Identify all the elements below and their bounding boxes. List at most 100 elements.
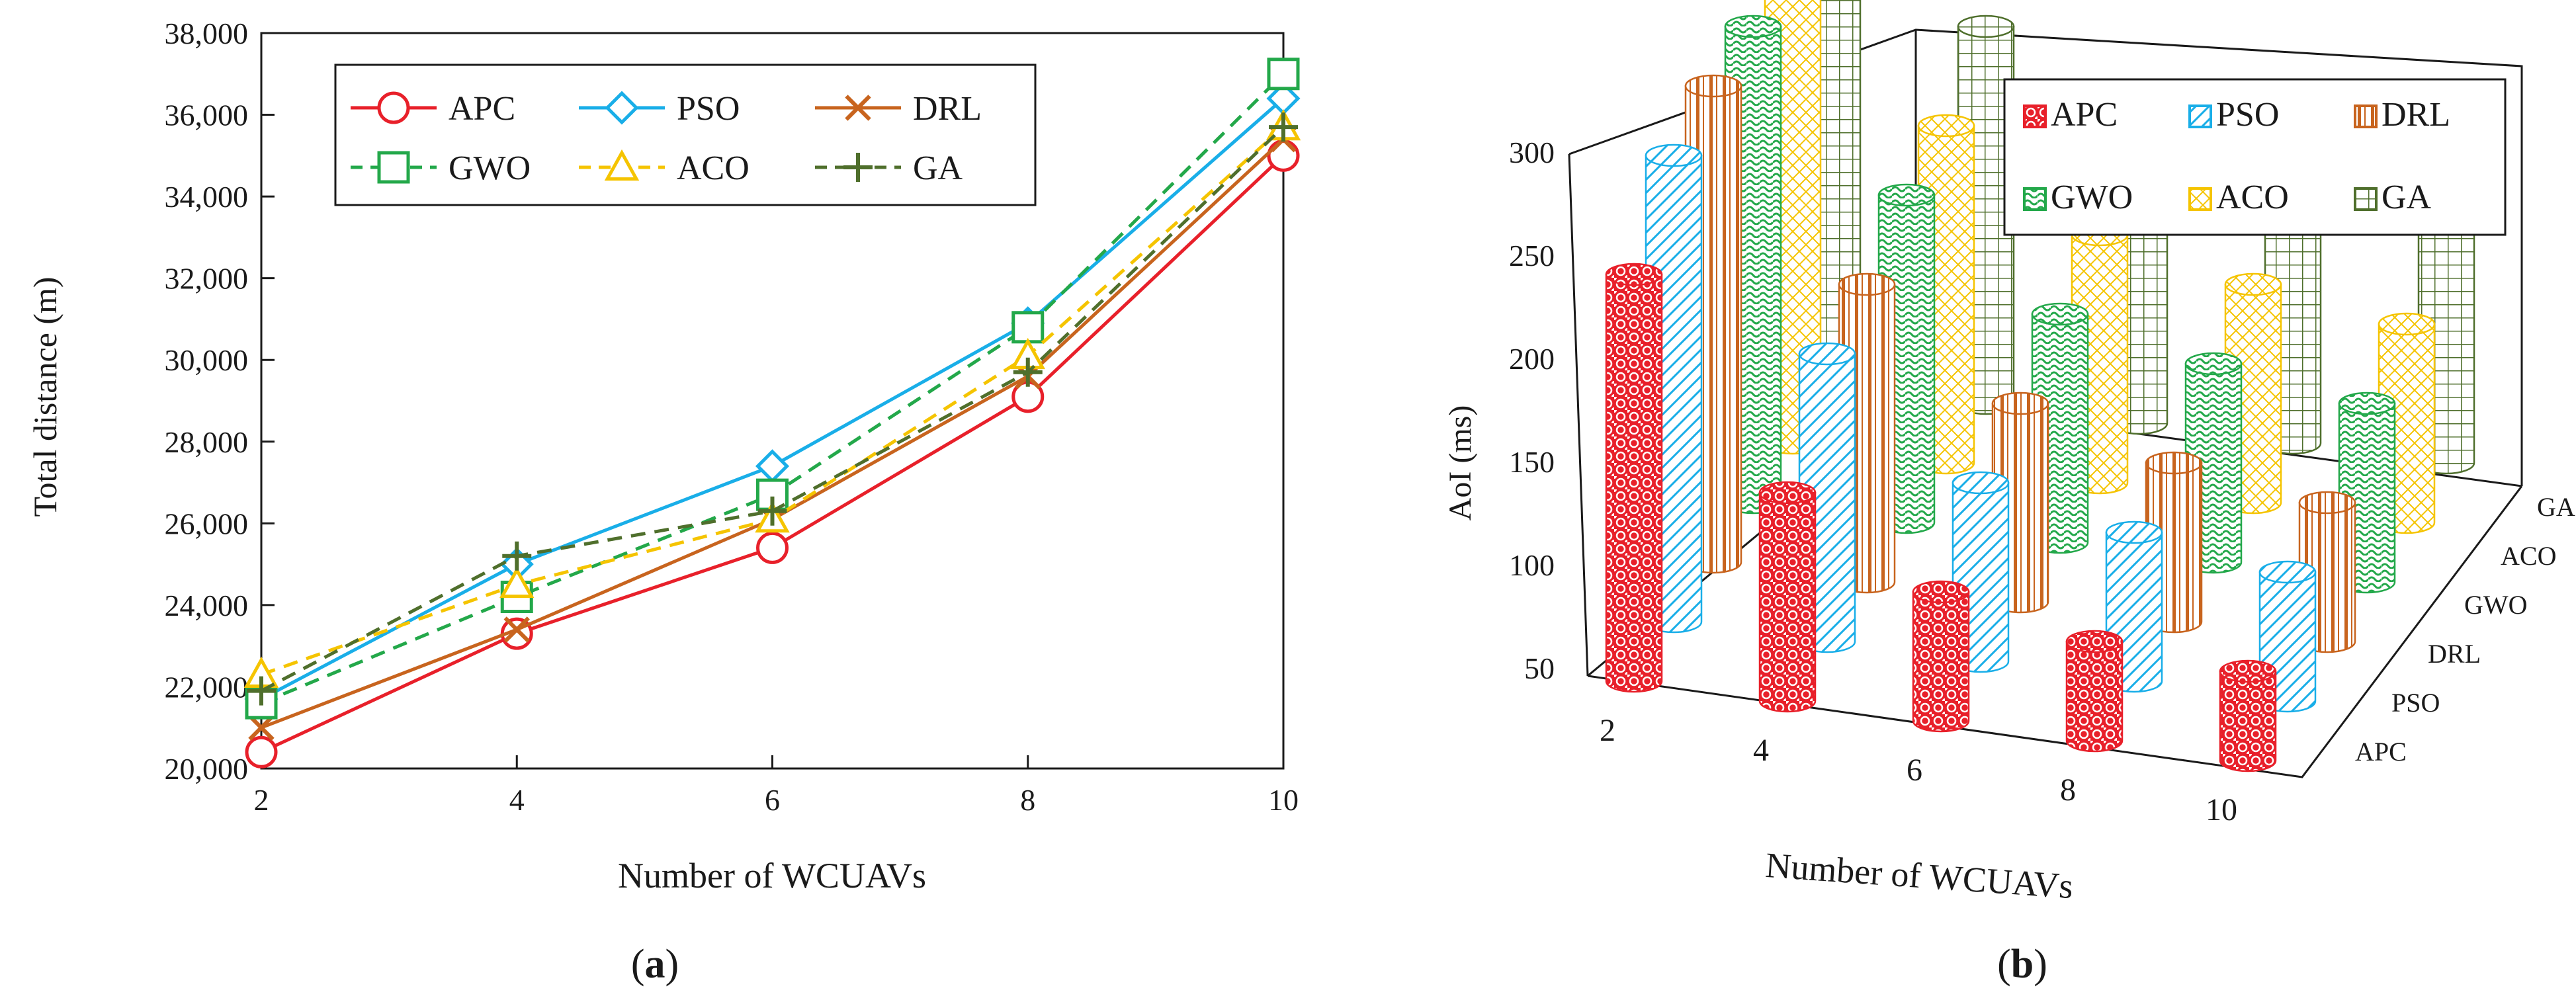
- data-point-drl: [248, 714, 275, 741]
- legend-swatch-marker: [377, 151, 410, 184]
- data-point-ga: [502, 541, 532, 571]
- x-axis-title: Number of WCUAVs: [618, 856, 926, 895]
- cylinder-chart-aoi: 50 100 150 200 250 300 2 4 6 8 10 APC PSO DRL GWO ACO…: [1443, 0, 2575, 987]
- x-tick-label: 2: [254, 783, 269, 817]
- cylinder-apc-6: [1912, 580, 1970, 733]
- data-point-gwo: [1011, 311, 1045, 344]
- legend-item-apc: APC: [351, 90, 515, 128]
- y-tick-label: 34,000: [165, 180, 249, 214]
- legend-item-drl: DRL: [2354, 96, 2450, 134]
- x-tick-label: 2: [1600, 713, 1615, 748]
- y-tick-label: 250: [1509, 239, 1555, 272]
- legend-item-aco: ACO: [2188, 179, 2289, 216]
- cylinder-top: [2105, 520, 2163, 544]
- legend-swatch: [2354, 187, 2378, 211]
- y-axis-title: Total distance (m): [26, 276, 64, 517]
- cylinder-top: [1798, 342, 1856, 366]
- legend-label: APC: [2051, 96, 2118, 134]
- cylinder-top: [2031, 302, 2089, 326]
- series-lines: [243, 58, 1301, 768]
- data-point-apc: [756, 531, 789, 564]
- cylinder-top: [2338, 392, 2396, 415]
- cylinder-body: [1758, 491, 1817, 713]
- y-tick-label: 36,000: [165, 99, 249, 132]
- cylinder-top: [1957, 15, 2015, 38]
- legend-box: [2003, 78, 2507, 236]
- depth-tick-label: ACO: [2501, 541, 2556, 571]
- depth-tick-label: PSO: [2391, 688, 2440, 718]
- data-point-drl: [503, 616, 530, 643]
- x-tick-label: 10: [2206, 792, 2237, 827]
- data-point-apc: [1267, 139, 1300, 172]
- legend-swatch: [2354, 104, 2378, 128]
- legend-label: ACO: [2216, 179, 2289, 216]
- cylinder-top: [2145, 451, 2203, 475]
- y-tick-label: 24,000: [165, 589, 249, 622]
- depth-tick-label: DRL: [2428, 639, 2481, 669]
- cylinder-top: [1952, 471, 2010, 495]
- cylinder-top: [1758, 481, 1817, 505]
- y-tick-label: 28,000: [165, 425, 249, 459]
- cylinder-body: [1605, 273, 1663, 693]
- data-point-gwo: [1267, 58, 1300, 91]
- legend-label: ACO: [677, 149, 750, 187]
- cylinder-body: [2219, 670, 2277, 772]
- legend-swatch: [2023, 187, 2047, 211]
- legend-label: PSO: [677, 90, 740, 128]
- depth-tick-label: GWO: [2464, 590, 2528, 620]
- legend-item-pso: PSO: [579, 90, 740, 128]
- depth-tick-label: GA: [2537, 492, 2575, 522]
- legend-item-ga: GA: [2354, 179, 2432, 216]
- legend-label: GWO: [2051, 179, 2133, 216]
- x-tick-label: 8: [2060, 772, 2076, 808]
- legend-item-pso: PSO: [2188, 96, 2279, 134]
- cylinder-top: [1877, 183, 1936, 207]
- cylinder-top: [1645, 144, 1703, 167]
- cylinders: [1605, 0, 2475, 772]
- cylinder-top: [2184, 352, 2243, 376]
- data-point-pso: [755, 449, 790, 483]
- y-tick-label: 30,000: [165, 343, 249, 377]
- legend-swatch: [2188, 104, 2212, 128]
- legend-swatch-marker: [377, 91, 410, 124]
- legend-item-drl: DRL: [815, 90, 982, 128]
- legend-label: GA: [913, 149, 963, 187]
- cylinder-top: [2065, 630, 2124, 653]
- x-axis-title: Number of WCUAVs: [1764, 845, 2075, 906]
- panel-label-b: (b): [1997, 942, 2047, 987]
- cylinder-top: [2258, 560, 2317, 584]
- y-axis-ticks: 20,000 22,000 24,000 26,000 28,000 30,000 32,0…: [165, 17, 275, 786]
- cylinder-top: [1917, 114, 1975, 138]
- panel-label-a: (a): [631, 942, 679, 987]
- data-point-ga: [1013, 357, 1043, 387]
- left-back-edge: [1568, 153, 1589, 677]
- legend-label: DRL: [2382, 96, 2450, 134]
- legend-swatch: [2023, 104, 2047, 128]
- x-tick-label: 10: [1268, 783, 1299, 817]
- legend-swatch: [2188, 187, 2212, 211]
- legend-swatch-marker: [604, 149, 640, 181]
- legend-swatch-marker: [843, 153, 873, 182]
- data-point-aco: [499, 566, 535, 599]
- y-tick-label: 50: [1524, 651, 1555, 685]
- x-tick-label: 8: [1020, 783, 1035, 817]
- cylinder-top: [1991, 392, 2049, 415]
- y-axis-title: AoI (ms): [1443, 405, 1478, 521]
- cylinder-top: [2219, 659, 2277, 683]
- legend-item-aco: ACO: [579, 149, 750, 187]
- y-tick-label: 150: [1509, 445, 1555, 479]
- x-axis-ticks: 2 4 6 8 10: [254, 755, 1299, 817]
- cylinder-top: [1724, 15, 1782, 38]
- data-point-apc: [245, 735, 278, 768]
- x-tick-label: 6: [765, 783, 780, 817]
- line-chart-total-distance: 20,000 22,000 24,000 26,000 28,000 30,000 32,0…: [26, 17, 1301, 987]
- y-tick-label: 100: [1509, 548, 1555, 582]
- depth-tick-label: APC: [2355, 737, 2407, 767]
- cylinder-body: [1912, 591, 1970, 733]
- legend-label: APC: [449, 90, 515, 128]
- legend-swatch-marker: [845, 95, 871, 121]
- y-tick-label: 200: [1509, 342, 1555, 376]
- cylinder-top: [1838, 272, 1896, 296]
- cylinder-apc-2: [1605, 263, 1663, 693]
